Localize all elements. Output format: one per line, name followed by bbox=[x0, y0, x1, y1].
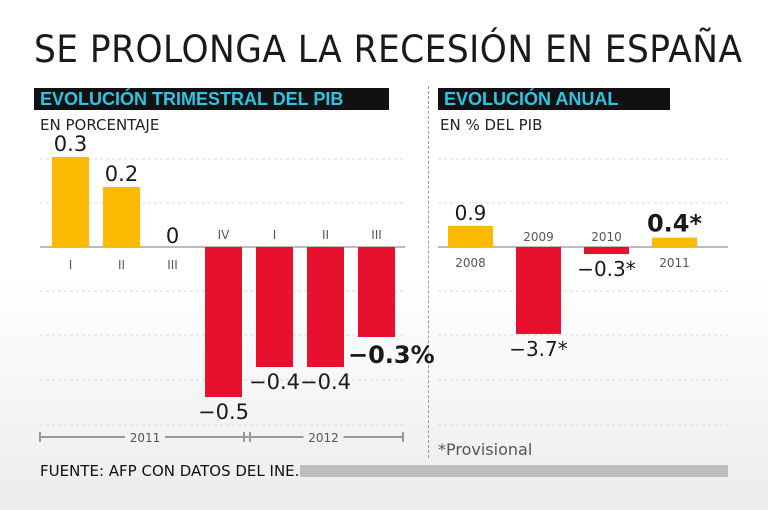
chart-title: SE PROLONGA LA RECESIÓN EN ESPAÑA bbox=[34, 28, 743, 71]
q-bar-0 bbox=[52, 157, 89, 247]
q-tick-label-3: IV bbox=[218, 228, 231, 242]
q-tick-label-0: I bbox=[69, 258, 73, 272]
source-footer: FUENTE: AFP CON DATOS DEL INE. bbox=[40, 462, 300, 480]
q-tick-label-6: III bbox=[371, 228, 382, 242]
a-value-label-0: 0.9 bbox=[455, 201, 487, 225]
a-bar-1 bbox=[516, 247, 561, 334]
a-value-label-1: −3.7* bbox=[509, 337, 568, 361]
a-value-label-3: 0.4* bbox=[647, 210, 703, 238]
q-group-label-0: 2011 bbox=[130, 431, 161, 445]
q-group-bg-0 bbox=[125, 429, 165, 445]
q-value-label-1: 0.2 bbox=[105, 162, 138, 186]
q-tick-label-2: III bbox=[167, 258, 178, 272]
footer-bar bbox=[300, 465, 728, 477]
q-value-label-6: −0.3% bbox=[348, 341, 435, 369]
a-bar-3 bbox=[652, 237, 697, 247]
q-value-label-4: −0.4 bbox=[249, 370, 300, 394]
q-bar-6 bbox=[358, 247, 395, 337]
q-bar-3 bbox=[205, 247, 242, 397]
a-tick-label-3: 2011 bbox=[659, 256, 690, 270]
q-value-label-2: 0 bbox=[166, 224, 179, 248]
annual-subtitle: EN % DEL PIB bbox=[440, 116, 543, 134]
q-bar-1 bbox=[103, 187, 140, 247]
a-bar-0 bbox=[448, 225, 493, 247]
q-bar-4 bbox=[256, 247, 293, 367]
q-tick-label-4: I bbox=[273, 228, 277, 242]
quarterly-subtitle: EN PORCENTAJE bbox=[40, 116, 160, 134]
panel-divider bbox=[428, 86, 429, 458]
a-tick-label-0: 2008 bbox=[455, 256, 486, 270]
q-value-label-0: 0.3 bbox=[54, 132, 87, 156]
provisional-note: *Provisional bbox=[438, 440, 533, 459]
quarterly-header: EVOLUCIÓN TRIMESTRAL DEL PIB bbox=[34, 88, 389, 110]
a-tick-label-2: 2010 bbox=[591, 230, 622, 244]
annual-header: EVOLUCIÓN ANUAL bbox=[438, 88, 670, 110]
q-value-label-3: −0.5 bbox=[198, 400, 249, 424]
q-tick-label-1: II bbox=[118, 258, 125, 272]
a-value-label-2: −0.3* bbox=[577, 257, 636, 281]
q-group-bg-1 bbox=[303, 429, 344, 445]
a-tick-label-1: 2009 bbox=[523, 230, 554, 244]
q-bar-5 bbox=[307, 247, 344, 367]
a-bar-2 bbox=[584, 247, 629, 255]
q-group-label-1: 2012 bbox=[308, 431, 339, 445]
q-tick-label-5: II bbox=[322, 228, 329, 242]
q-value-label-5: −0.4 bbox=[300, 370, 351, 394]
